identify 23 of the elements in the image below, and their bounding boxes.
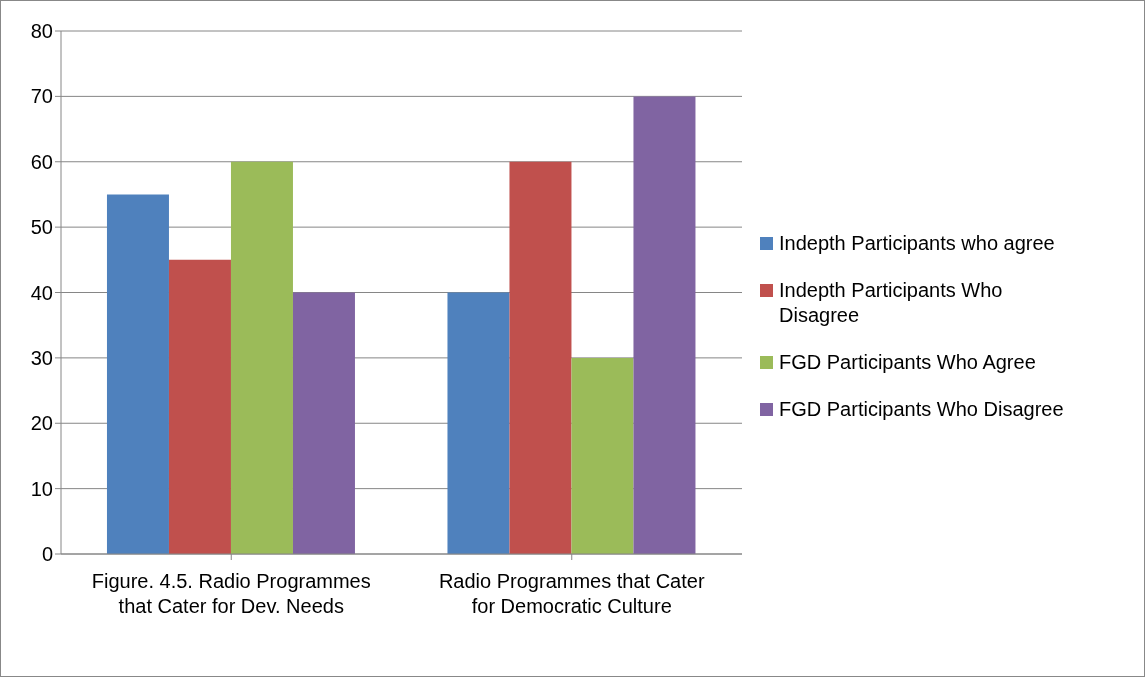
bar <box>230 161 293 554</box>
legend-label: FGD Participants Who Disagree <box>779 397 1065 422</box>
y-tick-label: 20 <box>30 412 53 435</box>
bar <box>106 194 169 554</box>
y-tick-label: 80 <box>30 20 53 43</box>
bar <box>168 259 231 554</box>
y-tick-label: 60 <box>30 150 53 173</box>
bar <box>292 292 355 554</box>
y-tick-label: 50 <box>30 216 53 239</box>
legend-label: Indepth Participants who agree <box>779 231 1056 256</box>
y-tick-label: 0 <box>41 543 53 566</box>
bar <box>447 292 510 554</box>
bar <box>571 357 634 554</box>
y-tick-label: 70 <box>30 85 53 108</box>
legend-label: Indepth Participants Who Disagree <box>779 278 1004 328</box>
y-tick-label: 40 <box>30 281 53 304</box>
bar <box>509 161 572 554</box>
y-tick-label: 30 <box>30 346 53 369</box>
x-tick-label: Radio Programmes that Cater for Democratic Culture <box>438 570 705 617</box>
bar <box>633 96 696 554</box>
x-tick-label: Figure. 4.5. Radio Programmes that Cater for Dev. Needs <box>91 570 371 617</box>
y-tick-label: 10 <box>30 477 53 500</box>
legend-label: FGD Participants Who Agree <box>779 350 1037 375</box>
